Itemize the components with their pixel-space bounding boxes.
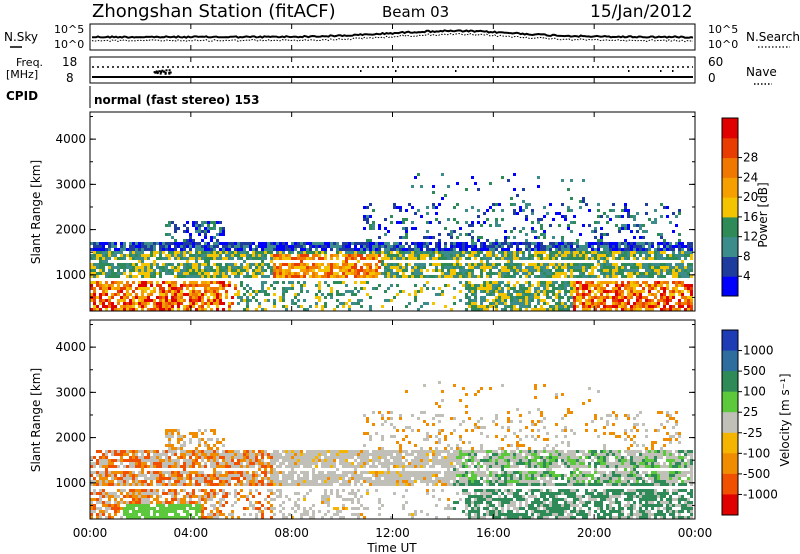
- range-tick-label: 4000: [55, 340, 86, 354]
- time-tick-label: 20:00: [577, 526, 612, 540]
- time-tick-label: 00:00: [73, 526, 108, 540]
- nsearch-tick-top: 10^5: [708, 23, 738, 36]
- freq-tick-bottom: 8: [66, 71, 74, 85]
- power-panel: 1000 2000 3000 4000 Slant Range [km]: [29, 111, 696, 312]
- range-tick-label: 1000: [55, 476, 86, 490]
- beam-label: Beam 03: [382, 3, 449, 21]
- range-tick-label: 3000: [55, 177, 86, 191]
- colorbar-tick-label: 20: [743, 190, 758, 204]
- colorbar-tick-label: 12: [743, 230, 758, 244]
- nsearch-tick-bottom: 10^0: [708, 38, 738, 51]
- time-tick-label: 12:00: [375, 526, 410, 540]
- range-tick-label: 3000: [55, 385, 86, 399]
- colorbar-tick-label: 8: [743, 249, 751, 263]
- nsky-label: N.Sky: [4, 30, 38, 44]
- freq-label: Freq.: [16, 56, 43, 69]
- colorbar-tick-label: -100: [743, 446, 770, 460]
- time-axis-label: Time UT: [366, 541, 417, 554]
- nave-tick-top: 60: [708, 55, 723, 69]
- velocity-panel: 1000 2000 3000 4000 Slant Range [km]: [29, 319, 696, 520]
- time-tick-label: 00:00: [678, 526, 713, 540]
- range-tick-label: 4000: [55, 132, 86, 146]
- colorbar-tick-label: -25: [743, 426, 763, 440]
- colorbar-tick-label: 24: [743, 170, 758, 184]
- nsky-tick-bottom: 10^0: [54, 38, 84, 51]
- colorbar-tick-label: 500: [743, 364, 766, 378]
- nsky-tick-top: 10^5: [54, 23, 84, 36]
- power-colorbar: 4 8 12 16 20 24 28: [721, 117, 758, 297]
- colorbar-tick-label: 28: [743, 151, 758, 165]
- velocity-colorbar: 1000 500 100 25 -25 -100 -500 -1000: [721, 329, 778, 516]
- range-tick-label: 2000: [55, 223, 86, 237]
- nave-tick-bottom: 0: [708, 71, 716, 85]
- velocity-heatmap: [90, 381, 693, 519]
- colorbar-tick-label: 100: [743, 385, 766, 399]
- time-tick-label: 08:00: [274, 526, 309, 540]
- velocity-colorbar-label: Velocity [m s⁻¹]: [778, 373, 792, 466]
- nsearch-trace: [91, 33, 694, 43]
- nsky-panel: N.Sky 10^5 10^0 10^5 10^0 N.Search: [4, 23, 800, 51]
- freq-tick-top: 18: [62, 55, 77, 69]
- power-ylabel: Slant Range [km]: [29, 160, 43, 264]
- range-tick-label: 1000: [55, 268, 86, 282]
- cpid-text: normal (fast stereo) 153: [94, 93, 260, 107]
- colorbar-tick-label: 1000: [743, 344, 774, 358]
- colorbar-tick-label: 25: [743, 405, 758, 419]
- time-tick-label: 04:00: [174, 526, 209, 540]
- velocity-ylabel: Slant Range [km]: [29, 368, 43, 472]
- time-axis: 00:00 04:00 08:00 12:00 16:00 20:00 00:00: [73, 24, 713, 540]
- nave-label: Nave: [746, 65, 777, 79]
- cpid-label: CPID: [6, 89, 38, 103]
- colorbar-tick-label: 4: [743, 269, 751, 283]
- colorbar-tick-label: -1000: [743, 487, 778, 501]
- date-label: 15/Jan/2012: [590, 2, 693, 22]
- freq-unit-label: [MHz]: [6, 68, 38, 81]
- colorbar-tick-label: 16: [743, 210, 758, 224]
- power-colorbar-label: Power [dB]: [756, 182, 770, 247]
- nsky-trace: [92, 29, 694, 39]
- range-tick-label: 2000: [55, 431, 86, 445]
- station-title: Zhongshan Station (fitACF): [92, 1, 336, 22]
- freq-scatter: [153, 69, 674, 75]
- time-tick-label: 16:00: [476, 526, 511, 540]
- freq-panel: Freq. [MHz] 18 8 60 0 Nave: [6, 55, 777, 85]
- colorbar-tick-label: -500: [743, 467, 770, 481]
- power-heatmap: [90, 173, 693, 311]
- nsearch-label: N.Search: [746, 30, 800, 44]
